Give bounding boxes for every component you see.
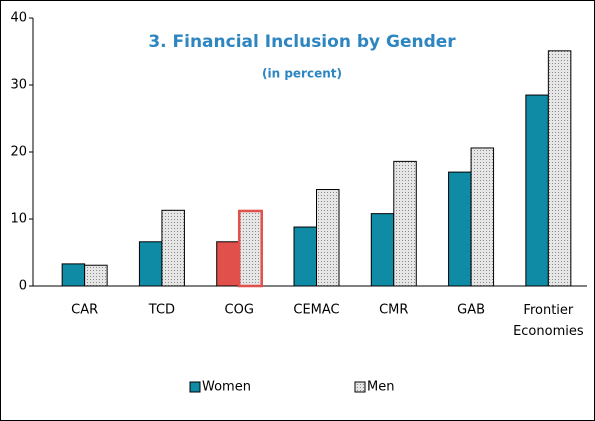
bar: [393, 160, 417, 287]
legend-label: Men: [367, 380, 394, 395]
bar: [370, 213, 395, 287]
x-tick-label: CMR: [379, 303, 408, 318]
y-tick-label: 20: [10, 145, 27, 160]
y-tick-label: 30: [10, 78, 27, 93]
x-tick-label: COG: [225, 303, 254, 318]
legend-swatch: [354, 381, 366, 393]
legend-swatch: [189, 381, 201, 393]
y-tick-label: 10: [10, 212, 27, 227]
bar: [547, 50, 572, 287]
x-tick-label: GAB: [457, 303, 485, 318]
bar: [161, 209, 185, 287]
bar: [216, 241, 240, 287]
bar: [316, 189, 340, 287]
x-tick-label: CEMAC: [293, 303, 339, 318]
chart-subtitle: (in percent): [262, 67, 342, 81]
bar: [293, 226, 317, 287]
bar: [525, 94, 549, 287]
legend-label: Women: [202, 380, 251, 395]
y-tick-label: 40: [10, 11, 27, 26]
x-tick-label: TCD: [148, 303, 175, 318]
bar: [237, 209, 263, 288]
bar: [84, 264, 108, 287]
y-tick-label: 0: [19, 279, 27, 294]
bar: [470, 147, 495, 287]
bar: [448, 171, 472, 287]
bar: [61, 263, 86, 287]
bar: [138, 241, 163, 287]
x-tick-label: Frontier Economies: [513, 303, 584, 339]
chart-title: 3. Financial Inclusion by Gender: [148, 32, 456, 52]
x-tick-label: CAR: [71, 303, 98, 318]
